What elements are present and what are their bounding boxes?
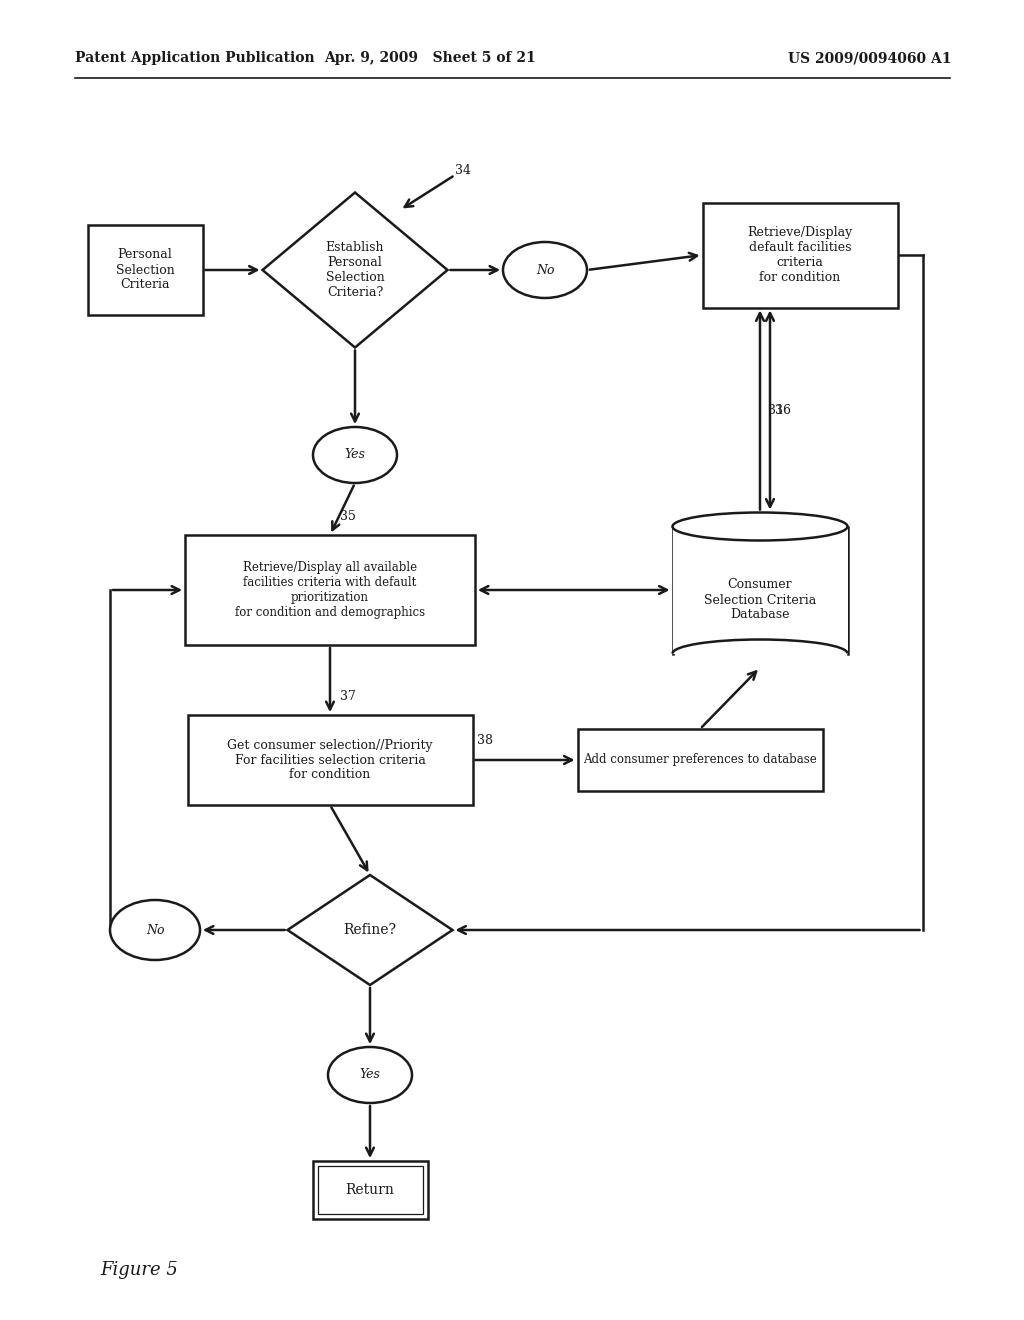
Text: Apr. 9, 2009   Sheet 5 of 21: Apr. 9, 2009 Sheet 5 of 21 (325, 51, 536, 65)
Text: Retrieve/Display all available
facilities criteria with default
prioritization
f: Retrieve/Display all available facilitie… (234, 561, 425, 619)
Text: US 2009/0094060 A1: US 2009/0094060 A1 (788, 51, 951, 65)
Text: 34: 34 (455, 164, 471, 177)
Bar (578, 729, 822, 791)
Text: 38: 38 (477, 734, 494, 747)
Text: No: No (145, 924, 164, 936)
Text: Add consumer preferences to database: Add consumer preferences to database (583, 754, 817, 767)
Text: Retrieve/Display
default facilities
criteria
for condition: Retrieve/Display default facilities crit… (748, 226, 853, 284)
Bar (187, 715, 472, 805)
Text: Yes: Yes (344, 449, 366, 462)
Ellipse shape (328, 1047, 412, 1104)
Text: No: No (536, 264, 554, 276)
Polygon shape (288, 875, 453, 985)
Ellipse shape (110, 900, 200, 960)
Text: 31: 31 (768, 404, 784, 417)
Ellipse shape (503, 242, 587, 298)
Bar (185, 535, 475, 645)
Text: 36: 36 (775, 404, 791, 417)
Text: Yes: Yes (359, 1068, 381, 1081)
Bar (312, 1162, 427, 1218)
Bar (317, 1166, 423, 1214)
Text: Establish
Personal
Selection
Criteria?: Establish Personal Selection Criteria? (326, 242, 384, 300)
Bar (673, 527, 848, 653)
Text: 35: 35 (340, 511, 356, 524)
Ellipse shape (313, 426, 397, 483)
Ellipse shape (673, 512, 848, 540)
Bar (702, 202, 897, 308)
Text: Return: Return (345, 1183, 394, 1197)
Polygon shape (262, 193, 447, 347)
Text: Personal
Selection
Criteria: Personal Selection Criteria (116, 248, 174, 292)
Text: Consumer
Selection Criteria
Database: Consumer Selection Criteria Database (703, 578, 816, 622)
Text: Refine?: Refine? (343, 923, 396, 937)
Text: Figure 5: Figure 5 (100, 1261, 178, 1279)
Text: 37: 37 (340, 690, 356, 704)
Bar (87, 224, 203, 315)
Text: Get consumer selection//Priority
For facilities selection criteria
for condition: Get consumer selection//Priority For fac… (227, 738, 433, 781)
Text: Patent Application Publication: Patent Application Publication (75, 51, 314, 65)
